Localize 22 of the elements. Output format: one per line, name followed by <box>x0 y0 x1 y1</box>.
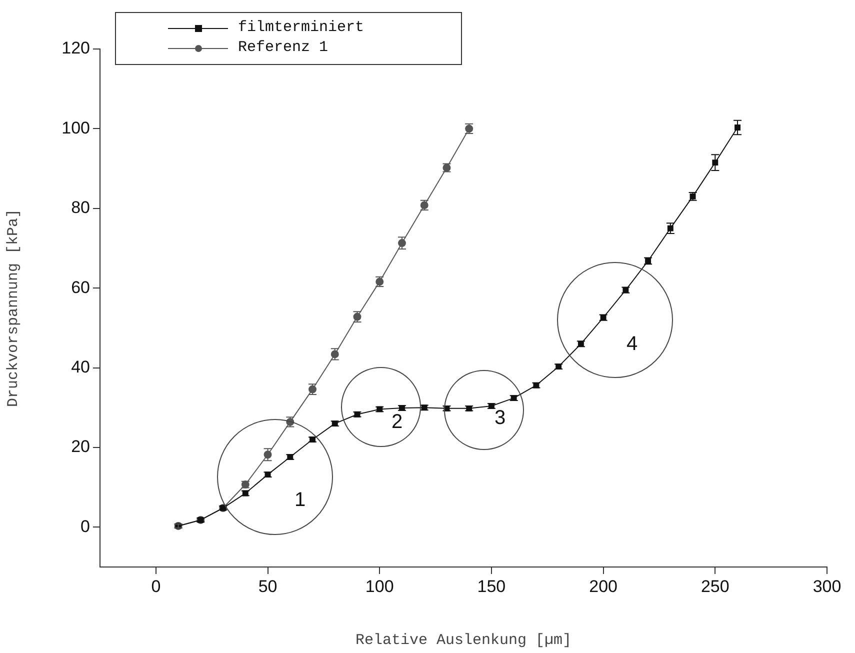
y-tick-label: 60 <box>71 278 90 297</box>
annotation: 1 <box>294 489 306 511</box>
x-axis-title: Relative Auslenkung [µm] <box>355 632 572 649</box>
x-tick-label: 0 <box>151 576 161 596</box>
legend-label: Referenz 1 <box>238 39 328 57</box>
y-tick-label: 100 <box>62 118 90 138</box>
y-axis-title: Druckvorspannung [kPa] <box>4 208 22 408</box>
x-tick-label: 250 <box>700 576 730 596</box>
x-tick-label: 150 <box>477 576 506 596</box>
y-tick-label: 20 <box>71 437 90 456</box>
x-tick-label: 300 <box>812 576 842 596</box>
legend-label: filmterminiert <box>238 19 364 37</box>
y-tick-label: 40 <box>71 357 90 376</box>
y-tick-label: 120 <box>62 38 90 58</box>
annotation: 3 <box>494 407 506 429</box>
y-tick-label: 80 <box>71 198 90 218</box>
annotation: 2 <box>391 411 403 433</box>
x-tick-label: 50 <box>258 576 278 596</box>
x-tick-label: 200 <box>589 576 618 596</box>
annotation: 4 <box>626 333 638 355</box>
y-tick-label: 0 <box>80 516 90 536</box>
x-tick-label: 100 <box>365 576 394 596</box>
